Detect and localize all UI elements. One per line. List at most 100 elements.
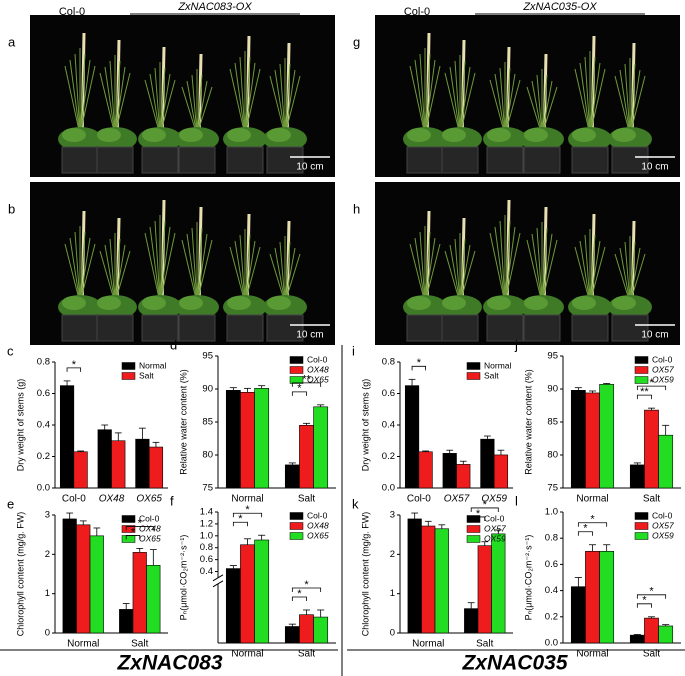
stem (244, 246, 261, 304)
x-tick-label: Normal (412, 639, 444, 650)
foliage (62, 296, 86, 310)
stem (109, 238, 116, 304)
significance-bracket (125, 535, 141, 540)
legend-label: OX59 (484, 533, 506, 543)
panel-letter: i (352, 343, 355, 358)
legend-swatch (466, 362, 481, 370)
stem (244, 240, 256, 304)
y-tick-label: 0.0 (545, 638, 558, 649)
stem (284, 75, 301, 136)
significance-label: * (483, 499, 488, 511)
y-tick-label: 0.8 (200, 542, 213, 553)
bar (225, 568, 241, 644)
bar (132, 552, 147, 634)
stem (159, 79, 176, 136)
legend-swatch (121, 362, 136, 370)
significance-bracket (66, 367, 82, 372)
y-axis-label: Chlorophyll content (mg/g. FW) (360, 512, 370, 637)
scale-label: 10 cm (641, 162, 668, 173)
significance-label: * (238, 513, 243, 525)
gene-label: ZxNAC035 (461, 652, 567, 675)
bar (313, 406, 329, 489)
pot (523, 146, 561, 174)
y-tick-label: 1.0 (200, 530, 213, 541)
x-tick-label: Normal (231, 649, 263, 660)
bar (434, 528, 449, 634)
bar (313, 616, 329, 644)
legend-label: Col-0 (652, 354, 673, 364)
bar (299, 424, 314, 489)
stem (629, 69, 641, 136)
y-tick-label: 3 (45, 510, 50, 521)
bar (658, 434, 674, 489)
bar (119, 609, 134, 634)
y-axis-label: Pₙ(μmol·CO₂m⁻²·s⁻¹) (178, 535, 188, 621)
stem (234, 62, 246, 136)
y-tick-label: 80 (547, 450, 558, 461)
legend-swatch (289, 376, 304, 384)
bar (477, 545, 492, 634)
pot (178, 314, 216, 342)
panel-letter: e (7, 496, 14, 511)
bar (644, 617, 659, 644)
y-tick-label: 3 (390, 510, 395, 521)
foliage (524, 296, 548, 310)
y-tick-label: 0.2 (37, 451, 50, 462)
y-tick-label: 0.6 (382, 388, 395, 399)
significance-bracket (411, 365, 427, 371)
stem (629, 253, 646, 304)
legend-swatch (634, 512, 649, 520)
y-tick-label: 0 (390, 628, 395, 639)
foliage (142, 296, 166, 310)
bar (73, 451, 88, 489)
stem (159, 220, 166, 304)
stem (584, 234, 591, 304)
stem (79, 231, 86, 304)
stem (274, 247, 286, 304)
stem (244, 68, 261, 136)
stem (504, 226, 516, 304)
stem (69, 237, 81, 304)
significance-label: * (642, 595, 647, 607)
axis-break (212, 574, 224, 582)
x-tick-label: Normal (67, 639, 99, 650)
y-axis-label: Chlorophyll content (mg/g. FW) (15, 512, 25, 637)
significance-bracket (636, 385, 667, 391)
pot (266, 146, 304, 174)
y-tick-label: 1 (45, 588, 50, 599)
y-tick-label: 95 (547, 351, 558, 362)
x-tick-label: Salt (643, 649, 660, 660)
y-axis-label: Dry weight of stems (g) (360, 379, 370, 472)
stem (499, 67, 506, 136)
stem (284, 63, 291, 136)
stem (454, 238, 461, 304)
significance-label: ** (640, 386, 649, 398)
significance-bracket (636, 394, 652, 400)
stem (269, 253, 286, 304)
foliage (572, 128, 596, 142)
stem (449, 244, 461, 304)
significance-label: * (417, 357, 422, 369)
legend-label: OX65 (139, 533, 161, 543)
stem (424, 243, 441, 304)
stem (489, 79, 506, 136)
foliage (407, 296, 431, 310)
stem (531, 80, 543, 136)
stem (279, 63, 286, 136)
bar (59, 385, 75, 489)
legend-swatch (121, 515, 136, 523)
significance-bracket (577, 531, 593, 536)
stem (114, 72, 131, 136)
legend-swatch (634, 522, 649, 530)
bar (421, 525, 436, 634)
stem (541, 86, 558, 136)
foliage (267, 128, 291, 142)
foliage (142, 128, 166, 142)
pot (611, 146, 649, 174)
stem (629, 247, 641, 304)
legend-label: OX57 (484, 523, 506, 533)
significance-label: * (72, 359, 77, 371)
pot (441, 146, 479, 174)
legend-swatch (466, 535, 481, 543)
header-label: ZxNAC035-OX (522, 1, 597, 13)
